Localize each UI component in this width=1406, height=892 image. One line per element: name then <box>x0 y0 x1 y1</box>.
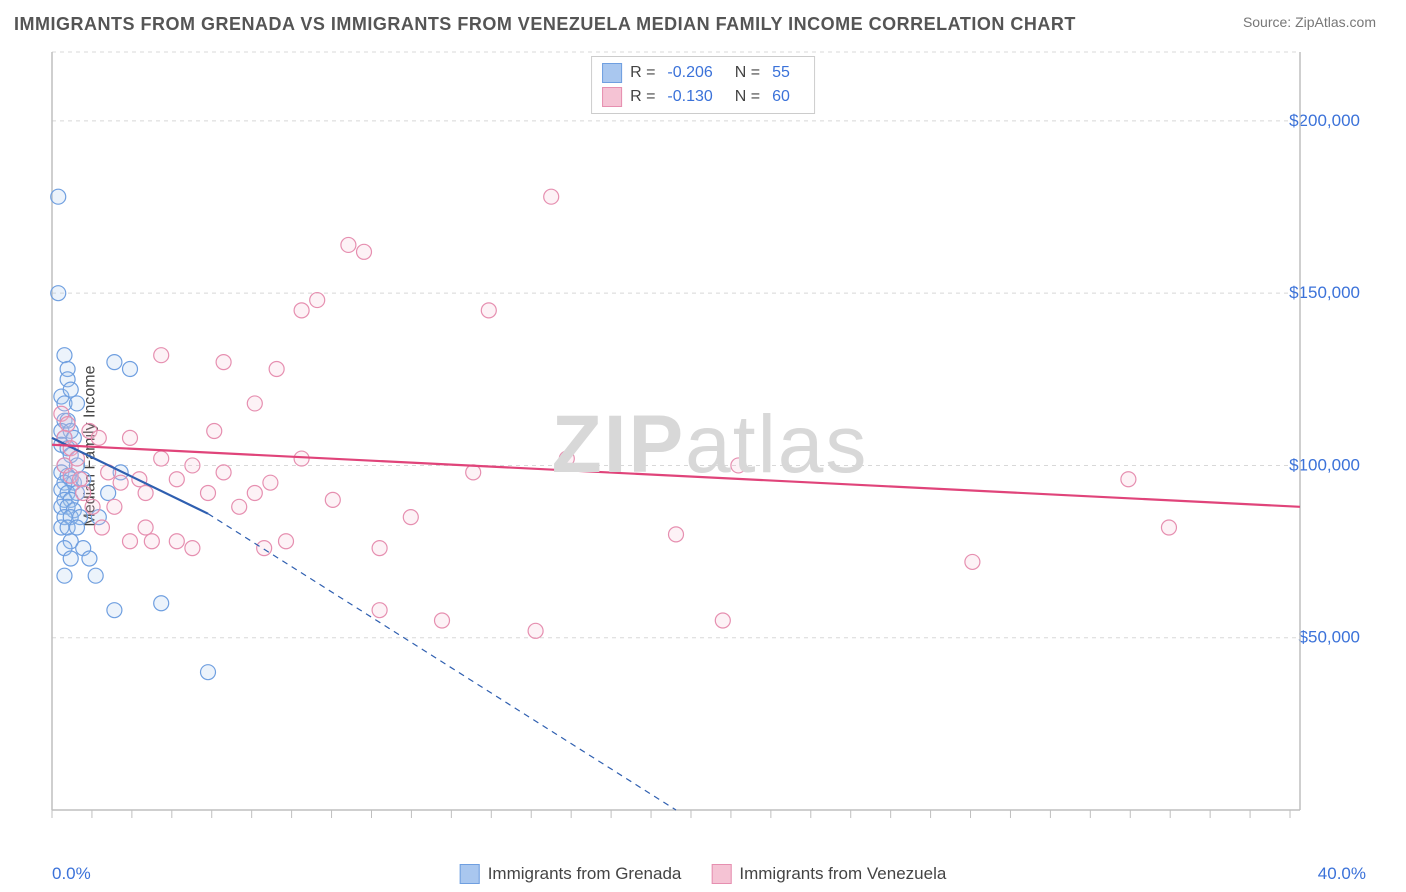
swatch-venezuela <box>602 87 622 107</box>
legend-label-grenada: Immigrants from Grenada <box>488 864 682 884</box>
series-legend: Immigrants from Grenada Immigrants from … <box>460 864 947 884</box>
n-label: N = <box>735 64 760 82</box>
r-label: R = <box>630 64 655 82</box>
svg-text:$50,000: $50,000 <box>1299 628 1360 647</box>
legend-item-venezuela: Immigrants from Venezuela <box>711 864 946 884</box>
stats-row-venezuela: R = -0.130 N = 60 <box>602 85 804 109</box>
correlation-stats-legend: R = -0.206 N = 55 R = -0.130 N = 60 <box>591 56 815 114</box>
n-label: N = <box>735 88 760 106</box>
swatch-grenada <box>602 63 622 83</box>
r-label: R = <box>630 88 655 106</box>
legend-label-venezuela: Immigrants from Venezuela <box>739 864 946 884</box>
n-value-grenada: 55 <box>772 64 790 82</box>
legend-item-grenada: Immigrants from Grenada <box>460 864 682 884</box>
stats-row-grenada: R = -0.206 N = 55 <box>602 61 804 85</box>
chart-plot-area: $50,000$100,000$150,000$200,000 ZIPatlas <box>50 50 1370 840</box>
source-attribution: Source: ZipAtlas.com <box>1243 14 1376 30</box>
r-value-grenada: -0.206 <box>667 64 712 82</box>
swatch-venezuela <box>711 864 731 884</box>
swatch-grenada <box>460 864 480 884</box>
x-tick-label-max: 40.0% <box>1318 864 1366 884</box>
n-value-venezuela: 60 <box>772 88 790 106</box>
chart-title: IMMIGRANTS FROM GRENADA VS IMMIGRANTS FR… <box>14 14 1076 35</box>
r-value-venezuela: -0.130 <box>667 88 712 106</box>
chart-svg: $50,000$100,000$150,000$200,000 <box>50 50 1370 840</box>
x-tick-label-min: 0.0% <box>52 864 91 884</box>
